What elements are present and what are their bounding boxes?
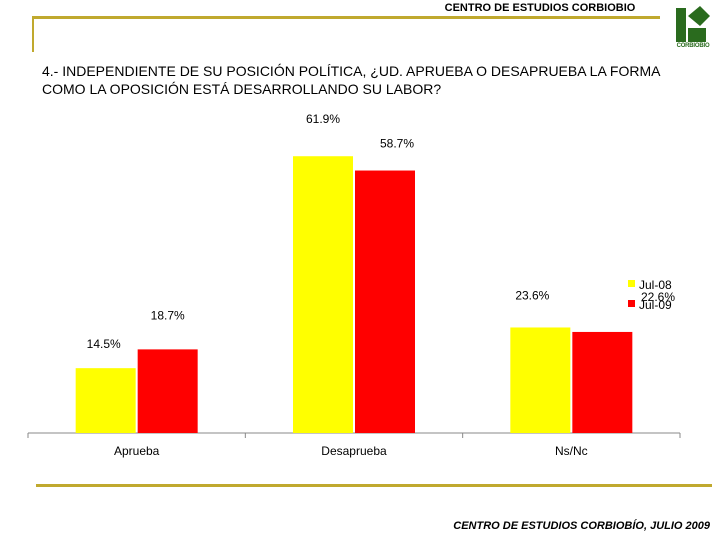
footer-text: CENTRO DE ESTUDIOS CORBIOBÍO, JULIO 2009 xyxy=(453,520,710,532)
data-label: 61.9% xyxy=(306,112,340,126)
bar-jul-08-nsnc xyxy=(510,327,571,433)
footer-rule xyxy=(36,484,712,487)
data-label: 18.7% xyxy=(151,308,185,322)
bar-jul-08-desaprueba xyxy=(293,156,353,433)
bar-jul-09-aprueba xyxy=(137,349,198,433)
question-text: 4.- INDEPENDIENTE DE SU POSICIÓN POLÍTIC… xyxy=(42,63,660,97)
legend-label-jul-08: Jul-08 xyxy=(639,278,672,292)
data-label: 23.6% xyxy=(515,288,549,302)
legend-swatch-jul-09 xyxy=(628,300,635,307)
header-frame xyxy=(32,16,660,52)
legend-label-jul-09: Jul-09 xyxy=(639,298,672,312)
bar-jul-09-nsnc xyxy=(572,331,633,433)
header-title: CENTRO DE ESTUDIOS CORBIOBIO xyxy=(420,2,660,14)
x-tick-label: Desaprueba xyxy=(321,444,387,458)
x-tick-label: Aprueba xyxy=(114,444,160,458)
x-tick-label: Ns/Nc xyxy=(555,444,588,458)
data-label: 14.5% xyxy=(87,337,121,351)
logo-text: CORBIOBIO xyxy=(676,43,710,49)
data-label: 58.7% xyxy=(380,137,414,151)
corbiobio-logo xyxy=(676,6,710,42)
data-label: 22.6% xyxy=(641,290,675,304)
legend-swatch-jul-08 xyxy=(628,280,635,287)
bar-jul-08-aprueba xyxy=(75,368,136,433)
bar-jul-09-desaprueba xyxy=(355,170,415,433)
